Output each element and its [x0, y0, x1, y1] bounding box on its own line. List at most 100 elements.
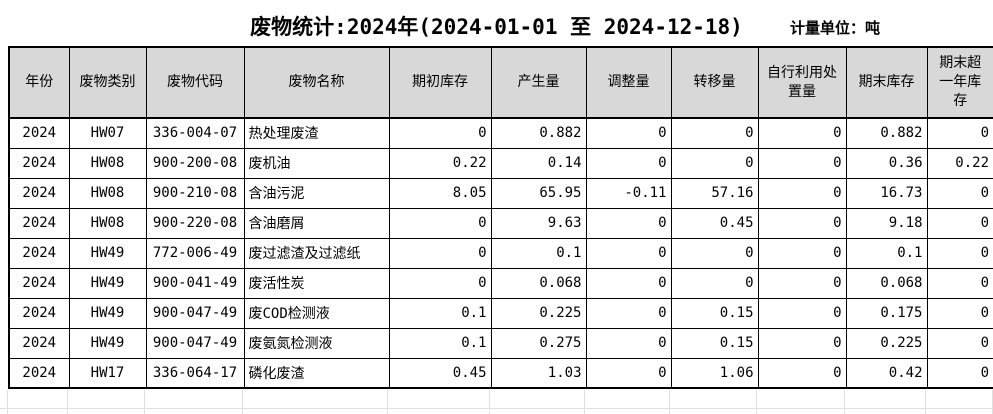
table-cell[interactable]: 0 — [926, 237, 993, 269]
table-cell[interactable]: 2024 — [8, 237, 70, 269]
table-cell[interactable]: 0 — [585, 117, 672, 149]
table-cell[interactable]: 0 — [670, 117, 759, 149]
table-cell[interactable]: 8.05 — [388, 177, 492, 209]
table-cell[interactable]: 2024 — [8, 327, 70, 359]
table-cell[interactable]: 废COD检测液 — [243, 297, 390, 329]
table-cell[interactable]: HW07 — [68, 117, 147, 149]
table-cell[interactable]: 900-220-08 — [145, 207, 245, 239]
table-cell[interactable]: 65.95 — [490, 177, 587, 209]
table-cell[interactable]: -0.11 — [585, 177, 672, 209]
table-cell[interactable]: 0.42 — [845, 357, 928, 389]
table-cell[interactable]: HW49 — [68, 237, 147, 269]
table-cell[interactable]: 0.1 — [490, 237, 587, 269]
table-cell[interactable]: 0 — [585, 297, 672, 329]
table-cell[interactable]: 0 — [926, 327, 993, 359]
table-cell[interactable]: 0 — [388, 267, 492, 299]
table-cell[interactable]: HW49 — [68, 327, 147, 359]
table-cell[interactable]: 0.15 — [670, 327, 759, 359]
table-cell[interactable]: 0 — [585, 207, 672, 239]
table-cell[interactable]: 2024 — [8, 147, 70, 179]
table-cell[interactable]: 含油磨屑 — [243, 207, 390, 239]
table-cell[interactable]: 0 — [388, 237, 492, 269]
table-cell[interactable]: 磷化废渣 — [243, 357, 390, 389]
table-cell[interactable]: 0.1 — [388, 327, 492, 359]
table-cell[interactable]: 2024 — [8, 117, 70, 149]
table-cell[interactable]: 0.225 — [845, 327, 928, 359]
table-cell[interactable]: 900-047-49 — [145, 327, 245, 359]
column-header[interactable]: 产生量 — [490, 46, 587, 119]
table-cell[interactable]: 1.06 — [670, 357, 759, 389]
column-header[interactable]: 自行利用处置量 — [757, 46, 847, 119]
table-cell[interactable]: 9.18 — [845, 207, 928, 239]
table-cell[interactable]: 0.22 — [388, 147, 492, 179]
column-header[interactable]: 废物代码 — [145, 46, 245, 119]
table-cell[interactable]: 0 — [585, 147, 672, 179]
table-cell[interactable]: 0 — [926, 297, 993, 329]
table-cell[interactable]: 0.36 — [845, 147, 928, 179]
table-cell[interactable]: 废活性炭 — [243, 267, 390, 299]
column-header[interactable]: 期末超一年库存 — [926, 46, 993, 119]
table-cell[interactable]: 0 — [585, 327, 672, 359]
table-cell[interactable]: 0 — [757, 327, 847, 359]
table-cell[interactable]: 0 — [757, 297, 847, 329]
table-cell[interactable]: 2024 — [8, 207, 70, 239]
table-cell[interactable]: 0 — [670, 147, 759, 179]
table-cell[interactable]: 0.45 — [388, 357, 492, 389]
table-cell[interactable]: 0 — [926, 177, 993, 209]
table-cell[interactable]: 0 — [757, 177, 847, 209]
table-cell[interactable]: 2024 — [8, 357, 70, 389]
table-cell[interactable]: 0.14 — [490, 147, 587, 179]
table-cell[interactable]: 0 — [388, 207, 492, 239]
table-cell[interactable]: 0 — [670, 267, 759, 299]
table-cell[interactable]: 2024 — [8, 267, 70, 299]
table-cell[interactable]: 0.275 — [490, 327, 587, 359]
table-cell[interactable]: 废氨氮检测液 — [243, 327, 390, 359]
table-cell[interactable]: 2024 — [8, 177, 70, 209]
table-cell[interactable]: 336-064-17 — [145, 357, 245, 389]
table-cell[interactable]: HW08 — [68, 207, 147, 239]
table-cell[interactable]: 57.16 — [670, 177, 759, 209]
table-cell[interactable]: 废机油 — [243, 147, 390, 179]
column-header[interactable]: 期末库存 — [845, 46, 928, 119]
table-cell[interactable]: 0 — [926, 267, 993, 299]
table-cell[interactable]: 0 — [926, 117, 993, 149]
table-cell[interactable]: 0 — [757, 147, 847, 179]
table-cell[interactable]: 900-041-49 — [145, 267, 245, 299]
column-header[interactable]: 废物类别 — [68, 46, 147, 119]
table-cell[interactable]: 0 — [926, 357, 993, 389]
table-cell[interactable]: 0 — [757, 267, 847, 299]
table-cell[interactable]: 0.225 — [490, 297, 587, 329]
table-cell[interactable]: 0.15 — [670, 297, 759, 329]
table-cell[interactable]: 0.068 — [845, 267, 928, 299]
column-header[interactable]: 废物名称 — [243, 46, 390, 119]
table-cell[interactable]: HW17 — [68, 357, 147, 389]
table-cell[interactable]: 0.1 — [388, 297, 492, 329]
table-cell[interactable]: HW49 — [68, 297, 147, 329]
table-cell[interactable]: 336-004-07 — [145, 117, 245, 149]
table-cell[interactable]: 0 — [670, 237, 759, 269]
column-header[interactable]: 年份 — [8, 46, 70, 119]
table-cell[interactable]: HW08 — [68, 177, 147, 209]
table-cell[interactable]: 0 — [585, 357, 672, 389]
table-cell[interactable]: 1.03 — [490, 357, 587, 389]
table-cell[interactable]: 0 — [926, 207, 993, 239]
table-cell[interactable]: 0.882 — [845, 117, 928, 149]
table-cell[interactable]: HW49 — [68, 267, 147, 299]
table-cell[interactable]: 0.175 — [845, 297, 928, 329]
table-cell[interactable]: 0.45 — [670, 207, 759, 239]
table-cell[interactable]: 0.882 — [490, 117, 587, 149]
table-cell[interactable]: 900-210-08 — [145, 177, 245, 209]
column-header[interactable]: 转移量 — [670, 46, 759, 119]
table-cell[interactable]: 0 — [585, 237, 672, 269]
column-header[interactable]: 期初库存 — [388, 46, 492, 119]
table-cell[interactable]: 9.63 — [490, 207, 587, 239]
table-cell[interactable]: 0.068 — [490, 267, 587, 299]
table-cell[interactable]: 900-047-49 — [145, 297, 245, 329]
table-cell[interactable]: 900-200-08 — [145, 147, 245, 179]
table-cell[interactable]: 废过滤渣及过滤纸 — [243, 237, 390, 269]
table-cell[interactable]: 0 — [757, 117, 847, 149]
table-cell[interactable]: 含油污泥 — [243, 177, 390, 209]
table-cell[interactable]: 0.22 — [926, 147, 993, 179]
table-cell[interactable]: HW08 — [68, 147, 147, 179]
table-cell[interactable]: 772-006-49 — [145, 237, 245, 269]
